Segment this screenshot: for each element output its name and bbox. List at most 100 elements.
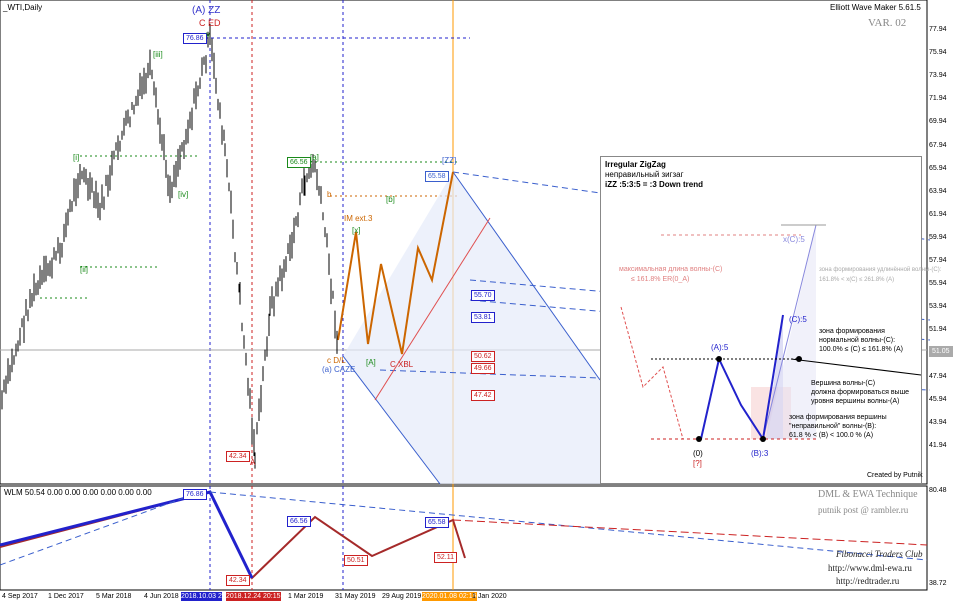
tag-t1: 55.70 bbox=[471, 290, 495, 301]
wave-iv: [iv] bbox=[178, 190, 189, 199]
brand-4[interactable]: http://www.dml-ewa.ru bbox=[828, 563, 912, 573]
info-lbl-B: (B):3 bbox=[751, 449, 769, 458]
wave-c-caze: c D/L bbox=[327, 356, 346, 365]
date-tick: 31 May 2019 bbox=[335, 593, 376, 600]
tag-high: 76.86 bbox=[183, 33, 207, 44]
info-diagram bbox=[620, 224, 921, 442]
orange-zigzag bbox=[337, 171, 454, 355]
info-lbl-0: (0) bbox=[693, 449, 703, 458]
price-tick: 55.94 bbox=[929, 280, 947, 288]
price-tick: 45.94 bbox=[929, 395, 947, 403]
info-zone-top2: 161.8% < x(C) ≤ 261.8% (A) bbox=[819, 277, 895, 283]
wlm-axis-bottom: 38.72 bbox=[929, 580, 947, 587]
info-max-len: максимальная длина волны-(C) bbox=[619, 266, 723, 273]
tag-t2: 53.81 bbox=[471, 312, 495, 323]
info-top-c: Вершина волны-(C) bbox=[811, 380, 876, 387]
price-tick: 77.94 bbox=[929, 26, 947, 33]
info-zone-b2: "неправильной" волны-(B): bbox=[789, 423, 877, 430]
wave-A: A bbox=[250, 458, 256, 467]
wave-title: (A) ZZ bbox=[192, 5, 221, 16]
fork-area bbox=[343, 172, 600, 484]
info-zone-norm: зона формирования bbox=[819, 328, 885, 335]
wlm-tag-e: 52.11 bbox=[434, 552, 457, 563]
fork-line-2 bbox=[342, 355, 441, 485]
tag-c-high: 65.58 bbox=[425, 171, 449, 182]
brand-5[interactable]: http://redtrader.ru bbox=[836, 576, 900, 586]
price-tick: 67.94 bbox=[929, 141, 947, 149]
date-tick: 1 Jan 2020 bbox=[472, 593, 507, 600]
info-pattern: iZZ :5:3:5 = :3 Down trend bbox=[605, 180, 704, 189]
symbol-label: _WTI,Daily bbox=[3, 3, 43, 12]
price-candles bbox=[1, 23, 338, 469]
info-lbl-A: (A):5 bbox=[711, 343, 729, 352]
wave-A-label: [A] bbox=[366, 358, 376, 367]
tag-t4: 49.66 bbox=[471, 363, 495, 374]
current-price-tag: 51.05 bbox=[929, 346, 953, 357]
price-tick: 69.94 bbox=[929, 118, 947, 126]
wave-x: [x] bbox=[352, 226, 361, 235]
price-tick: 43.94 bbox=[929, 418, 947, 426]
info-panel: Irregular ZigZag неправильный зигзаг iZZ… bbox=[600, 156, 941, 484]
wave-i: [i] bbox=[73, 153, 80, 162]
wave-iii: [iii] bbox=[153, 50, 163, 59]
wave-v: v bbox=[206, 30, 210, 39]
wave-b-w: [b] bbox=[386, 195, 395, 204]
info-zone-top: зона формирования удлинённой волны-(C): bbox=[819, 267, 942, 273]
date-tick: 5 Mar 2018 bbox=[96, 593, 132, 600]
wave-sub: C ED bbox=[199, 18, 221, 28]
wlm-axis-top: 80.48 bbox=[929, 487, 947, 494]
wlm-tag-mid: 66.56 bbox=[287, 516, 311, 527]
info-credit: Created by Putnik bbox=[867, 472, 923, 479]
price-tick: 53.94 bbox=[929, 303, 947, 311]
info-top-c2: должна формироваться выше bbox=[811, 389, 910, 396]
wlm-tag-c: 65.58 bbox=[425, 517, 449, 528]
fork-line-1 bbox=[452, 171, 601, 381]
price-tick: 41.94 bbox=[929, 441, 947, 449]
wave-zz: [ZZ] bbox=[442, 156, 457, 165]
wlm-tag-a: 50.51 bbox=[344, 555, 368, 566]
wave-ii: [ii] bbox=[80, 265, 88, 274]
red-trend bbox=[374, 217, 491, 401]
info-title: Irregular ZigZag bbox=[605, 160, 666, 169]
info-top-c3: уровня вершины волны-(A) bbox=[811, 398, 900, 405]
date-tick: 2018.10.03 2 bbox=[181, 592, 222, 601]
wlm-title: WLM 50.54 0.00 0.00 0.00 0.00 0.00 0.00 bbox=[4, 488, 152, 497]
brand-2: putnik post @ rambler.ru bbox=[818, 505, 909, 515]
version-label: VAR. 02 bbox=[868, 17, 907, 29]
price-tick: 51.94 bbox=[929, 326, 947, 334]
tag-t5: 47.42 bbox=[471, 390, 495, 401]
wave-a-caze: (a) CAZE bbox=[322, 365, 356, 374]
product-label: Elliott Wave Maker 5.61.5 bbox=[830, 3, 921, 12]
wlm-dash-2 bbox=[452, 519, 928, 546]
price-tick: 73.94 bbox=[929, 72, 947, 80]
price-tick: 57.94 bbox=[929, 257, 947, 264]
date-tick: 4 Sep 2017 bbox=[2, 593, 38, 600]
date-tick: 1 Mar 2019 bbox=[288, 593, 324, 600]
date-tick: 29 Aug 2019 bbox=[382, 593, 422, 600]
tag-t3: 50.62 bbox=[471, 351, 495, 362]
price-tick: 75.94 bbox=[929, 49, 947, 57]
price-tick: 59.94 bbox=[929, 233, 947, 241]
wave-c-xb: C XBL bbox=[390, 360, 414, 369]
price-tick: 71.94 bbox=[929, 95, 947, 103]
price-tick: 63.94 bbox=[929, 187, 947, 195]
indicator-frame bbox=[0, 485, 928, 591]
info-zone-norm2: нормальной волны-(C): bbox=[819, 337, 896, 344]
price-tick: 61.94 bbox=[929, 210, 947, 218]
date-tick: 2020.01.08 02:15 bbox=[422, 592, 477, 601]
info-lbl-q: [?] bbox=[693, 459, 702, 468]
info-subtitle: неправильный зигзаг bbox=[605, 170, 684, 179]
price-tick: 65.94 bbox=[929, 164, 947, 172]
wlm-tag-low: 42.34 bbox=[226, 575, 250, 586]
wave-im: IM ext.3 bbox=[344, 214, 373, 223]
info-max-len2: ≤ 161.8% ER(0_A) bbox=[631, 276, 690, 283]
info-lbl-C: (C):5 bbox=[789, 315, 807, 324]
date-tick: 4 Jun 2018 bbox=[144, 593, 179, 600]
info-lbl-xC: x(C):5 bbox=[783, 235, 805, 244]
date-tick: 1 Dec 2017 bbox=[48, 593, 84, 600]
wlm-tag-high: 76.86 bbox=[183, 489, 207, 500]
brand-3: Fibonacci Traders Club bbox=[836, 549, 923, 559]
brand-1: DML & EWA Technique bbox=[818, 489, 918, 500]
info-zone-norm3: 100.0% ≤ (C) ≤ 161.8% (A) bbox=[819, 346, 903, 353]
info-zone-b3: 61.8 % < (B) < 100.0 % (A) bbox=[789, 432, 874, 439]
